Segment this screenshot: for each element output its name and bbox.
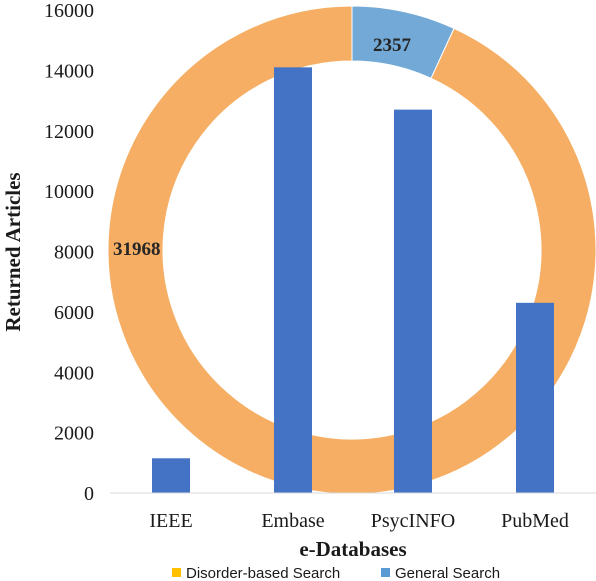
y-axis-ticks: 0 2000 4000 6000 8000 10000 12000 14000 16000 bbox=[44, 0, 94, 505]
y-tick-label: 16000 bbox=[44, 0, 94, 22]
bar-psycinfo bbox=[394, 109, 432, 494]
x-category-label: PsycINFO bbox=[371, 510, 455, 532]
donut-label-general: 2357 bbox=[373, 35, 412, 56]
bar-pubmed bbox=[516, 302, 554, 493]
legend-label-general: General Search bbox=[395, 565, 500, 581]
y-tick-label: 10000 bbox=[44, 181, 94, 203]
donut-chart bbox=[107, 5, 596, 495]
y-tick-label: 12000 bbox=[44, 121, 94, 143]
y-tick-label: 4000 bbox=[54, 362, 94, 384]
x-category-label: IEEE bbox=[149, 510, 192, 532]
bar-ieee bbox=[152, 458, 190, 493]
y-tick-label: 6000 bbox=[54, 302, 94, 324]
legend-swatch-disorder bbox=[172, 568, 181, 577]
x-category-label: Embase bbox=[261, 510, 324, 532]
y-tick-label: 0 bbox=[84, 483, 94, 505]
x-axis-title: e-Databases bbox=[299, 537, 406, 561]
y-tick-label: 8000 bbox=[54, 242, 94, 264]
legend-swatch-general bbox=[381, 568, 390, 577]
donut-label-disorder: 31968 bbox=[113, 239, 161, 260]
x-axis-categories: IEEE Embase PsycINFO PubMed bbox=[149, 510, 569, 532]
y-axis-title: Returned Articles bbox=[1, 172, 25, 331]
legend-label-disorder: Disorder-based Search bbox=[186, 565, 340, 581]
y-tick-label: 2000 bbox=[54, 423, 94, 445]
bar-series bbox=[152, 67, 554, 494]
y-tick-label: 14000 bbox=[44, 60, 94, 82]
x-category-label: PubMed bbox=[501, 510, 569, 532]
legend: Disorder-based Search General Search bbox=[172, 565, 500, 581]
bar-embase bbox=[274, 67, 312, 493]
